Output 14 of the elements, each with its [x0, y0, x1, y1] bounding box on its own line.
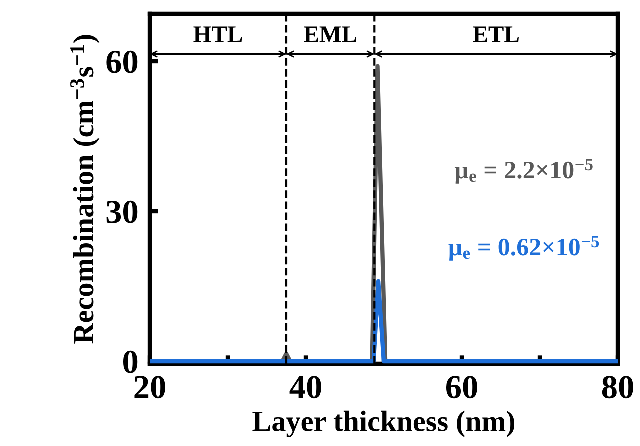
x-tick-label: 40: [290, 376, 322, 399]
annotation: HTL: [194, 26, 242, 42]
y-tick-label: 30: [106, 200, 138, 224]
x-axis-title: Layer thickness (nm): [252, 410, 515, 438]
y-tick-label: 60: [106, 50, 138, 74]
annotation: ETL: [473, 26, 519, 42]
y-tick-label: 0: [123, 350, 138, 374]
x-tick-label: 80: [602, 376, 634, 399]
x-tick-label: 60: [446, 376, 478, 399]
x-tick-label: 20: [134, 376, 166, 399]
text: μ$_{e}$ = 2.2×10$^{−5}$: [454, 159, 593, 184]
y-axis-title: Recombination (cm$^{−3}$s$^{−1}$): [70, 35, 100, 344]
annotation: EML: [304, 26, 356, 42]
text: μ$_{e}$ = 0.62×10$^{−5}$: [448, 236, 600, 261]
